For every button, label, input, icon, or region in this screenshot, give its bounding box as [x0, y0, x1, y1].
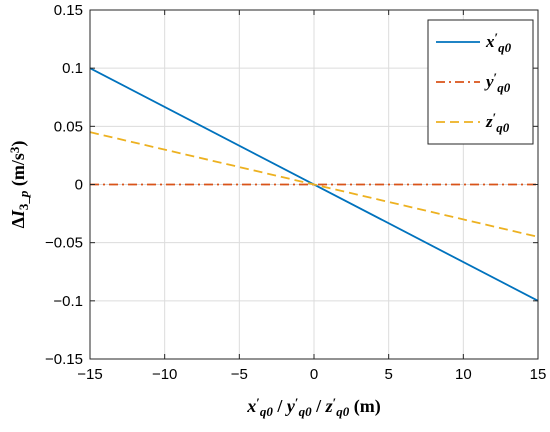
ticks: −15 −10 −5 0 5 10 15 −0.15 −0.1 −0.05 0 0.05 0.1 0.15: [45, 2, 546, 383]
x-tick-label: 5: [384, 366, 392, 383]
x-tick-label: 15: [530, 366, 547, 383]
series-lines: [89, 67, 539, 302]
x-tick-label: −10: [152, 366, 177, 383]
legend-label-x: x′q0: [485, 30, 512, 55]
x-tick-label: 10: [455, 366, 472, 383]
legend-label-y: y′q0: [484, 70, 511, 95]
y-tick-label: −0.15: [45, 351, 83, 368]
x-tick-label: 0: [310, 366, 318, 383]
y-tick-label: 0.1: [62, 60, 83, 77]
legend-box: [427, 19, 534, 145]
y-tick-label: 0.15: [54, 2, 83, 19]
x-tick-label: −15: [77, 366, 102, 383]
y-tick-label: 0.05: [54, 118, 83, 135]
legend: x′q0 y′q0 z′q0: [427, 19, 534, 145]
x-tick-label: −5: [231, 366, 248, 383]
legend-label-z: z′q0: [485, 110, 510, 135]
y-tick-label: −0.1: [53, 293, 83, 310]
x-axis-label: x′q0 / y′q0 / z′q0 (m): [246, 395, 381, 419]
y-tick-label: 0: [75, 177, 83, 194]
series-line-z: [89, 131, 539, 238]
y-tick-label: −0.05: [45, 235, 83, 252]
y-axis-label: ΔI3_p (m/s3): [7, 141, 31, 229]
